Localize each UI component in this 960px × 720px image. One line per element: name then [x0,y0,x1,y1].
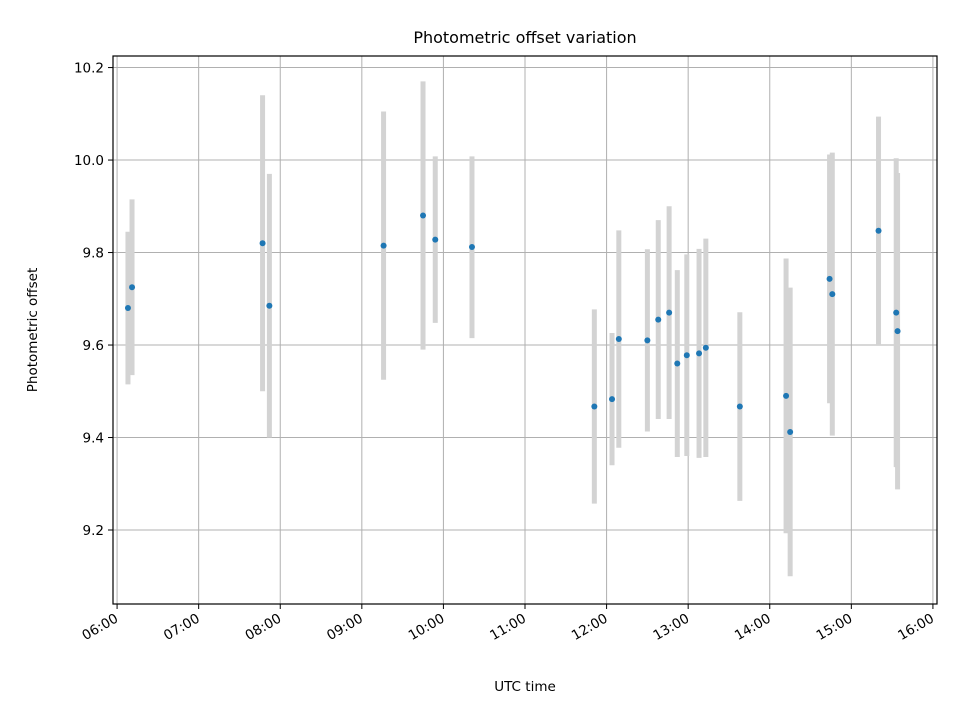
data-point [683,352,690,359]
y-tick-label: 9.6 [83,338,104,354]
data-point [655,316,662,323]
data-point [432,236,439,243]
data-point [829,291,836,298]
data-point [702,344,709,351]
data-point [380,242,387,249]
y-axis-label: Photometric offset [25,268,41,392]
data-point [420,212,427,219]
data-point [787,428,794,435]
y-tick-label: 9.8 [83,246,104,262]
data-point [266,302,273,309]
data-point [644,337,651,344]
data-point [894,328,901,335]
data-point [893,309,900,316]
data-point [875,227,882,234]
data-point [591,403,598,410]
y-axis-ticks: 9.2 9.4 9.6 9.8 10.0 10.2 [74,61,113,539]
data-point [259,240,266,247]
y-tick-label: 10.2 [74,61,104,77]
data-point [129,284,136,291]
y-tick-label: 9.2 [83,523,104,539]
data-point [826,275,833,282]
data-point [615,336,622,343]
y-tick-label: 9.4 [83,431,104,447]
data-point [124,305,131,312]
data-point [468,243,475,250]
x-axis-label: UTC time [494,679,556,695]
data-point [783,392,790,399]
data-point [736,403,743,410]
data-point [666,309,673,316]
data-point [696,350,703,357]
data-point [674,360,681,367]
grid-lines [113,56,937,604]
chart-title: Photometric offset variation [413,28,636,47]
y-tick-label: 10.0 [74,153,104,169]
data-points [124,212,901,435]
data-point [609,396,616,403]
